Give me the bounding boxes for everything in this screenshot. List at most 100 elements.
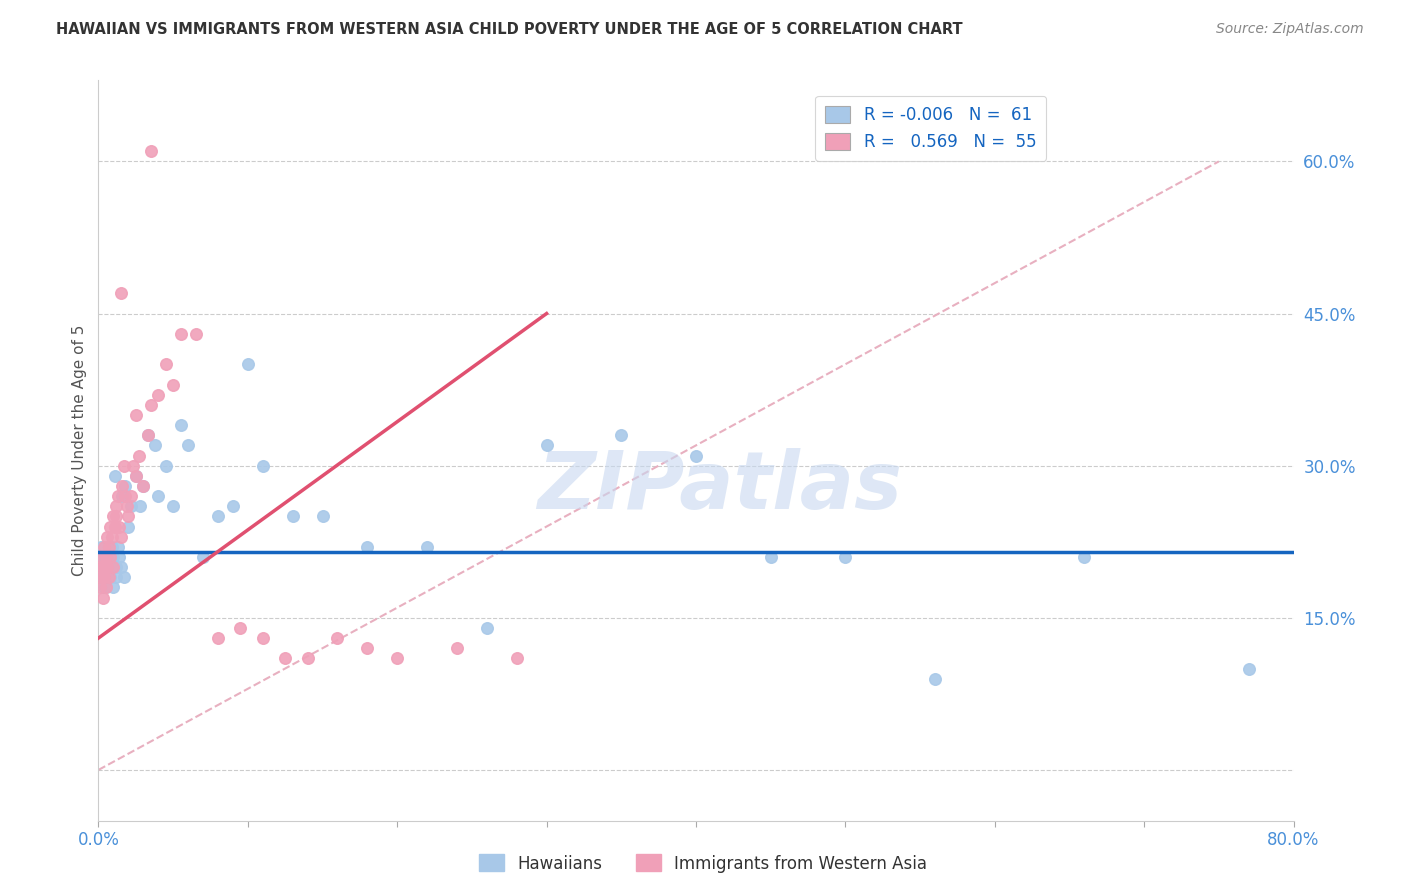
- Point: [98, 570, 122, 584]
- Point: [162, 500, 184, 514]
- Point: [117, 509, 139, 524]
- Point: [111, 489, 134, 503]
- Point: [90, 540, 112, 554]
- Point: [416, 540, 439, 554]
- Point: [475, 621, 498, 635]
- Point: [107, 540, 129, 554]
- Point: [114, 489, 136, 503]
- Point: [1237, 661, 1260, 675]
- Point: [90, 570, 112, 584]
- Point: [129, 500, 152, 514]
- Text: ZIPatlas: ZIPatlas: [537, 449, 903, 526]
- Point: [148, 489, 170, 503]
- Point: [93, 580, 115, 594]
- Point: [120, 489, 142, 503]
- Point: [136, 428, 159, 442]
- Point: [110, 530, 132, 544]
- Point: [162, 377, 184, 392]
- Point: [132, 479, 155, 493]
- Point: [91, 591, 114, 605]
- Point: [356, 540, 378, 554]
- Point: [132, 479, 155, 493]
- Text: Source: ZipAtlas.com: Source: ZipAtlas.com: [1216, 22, 1364, 37]
- Point: [108, 519, 131, 533]
- Point: [125, 468, 148, 483]
- Point: [110, 560, 132, 574]
- Point: [96, 530, 118, 544]
- Point: [125, 408, 148, 422]
- Point: [96, 560, 118, 574]
- Point: [169, 418, 191, 433]
- Point: [385, 651, 409, 665]
- Point: [94, 549, 117, 564]
- Point: [89, 549, 111, 564]
- Point: [89, 560, 111, 574]
- Point: [834, 549, 856, 564]
- Point: [112, 458, 135, 473]
- Point: [252, 631, 274, 645]
- Point: [297, 651, 319, 665]
- Point: [143, 438, 166, 452]
- Point: [169, 326, 191, 341]
- Point: [125, 468, 148, 483]
- Y-axis label: Child Poverty Under the Age of 5: Child Poverty Under the Age of 5: [72, 325, 87, 576]
- Point: [94, 549, 117, 564]
- Point: [252, 458, 274, 473]
- Point: [148, 387, 170, 401]
- Point: [101, 560, 124, 574]
- Point: [120, 500, 142, 514]
- Point: [105, 500, 128, 514]
- Point: [191, 549, 214, 564]
- Point: [93, 570, 115, 584]
- Point: [139, 145, 162, 159]
- Point: [685, 449, 707, 463]
- Point: [155, 357, 177, 371]
- Point: [177, 438, 200, 452]
- Point: [506, 651, 529, 665]
- Point: [91, 570, 114, 584]
- Point: [103, 560, 125, 574]
- Text: HAWAIIAN VS IMMIGRANTS FROM WESTERN ASIA CHILD POVERTY UNDER THE AGE OF 5 CORREL: HAWAIIAN VS IMMIGRANTS FROM WESTERN ASIA…: [56, 22, 963, 37]
- Point: [924, 672, 946, 686]
- Point: [89, 560, 111, 574]
- Point: [105, 570, 128, 584]
- Point: [98, 549, 122, 564]
- Point: [103, 509, 125, 524]
- Point: [93, 570, 115, 584]
- Point: [356, 641, 378, 656]
- Point: [1073, 549, 1095, 564]
- Point: [236, 357, 259, 371]
- Point: [97, 540, 120, 554]
- Point: [96, 560, 118, 574]
- Point: [101, 540, 124, 554]
- Point: [136, 428, 159, 442]
- Point: [101, 530, 124, 544]
- Point: [97, 540, 120, 554]
- Point: [97, 570, 120, 584]
- Point: [91, 560, 114, 574]
- Point: [155, 458, 177, 473]
- Point: [108, 549, 131, 564]
- Point: [103, 549, 125, 564]
- Point: [110, 286, 132, 301]
- Point: [104, 468, 127, 483]
- Point: [207, 631, 229, 645]
- Point: [139, 398, 162, 412]
- Point: [91, 549, 114, 564]
- Point: [446, 641, 468, 656]
- Point: [104, 519, 127, 533]
- Point: [90, 570, 112, 584]
- Point: [93, 540, 115, 554]
- Point: [536, 438, 558, 452]
- Point: [89, 580, 111, 594]
- Point: [326, 631, 349, 645]
- Point: [103, 580, 125, 594]
- Point: [274, 651, 297, 665]
- Point: [114, 479, 136, 493]
- Point: [115, 500, 138, 514]
- Point: [121, 458, 143, 473]
- Point: [229, 621, 252, 635]
- Point: [112, 570, 135, 584]
- Legend: R = -0.006   N =  61, R =   0.569   N =  55: R = -0.006 N = 61, R = 0.569 N = 55: [815, 96, 1046, 161]
- Point: [222, 500, 245, 514]
